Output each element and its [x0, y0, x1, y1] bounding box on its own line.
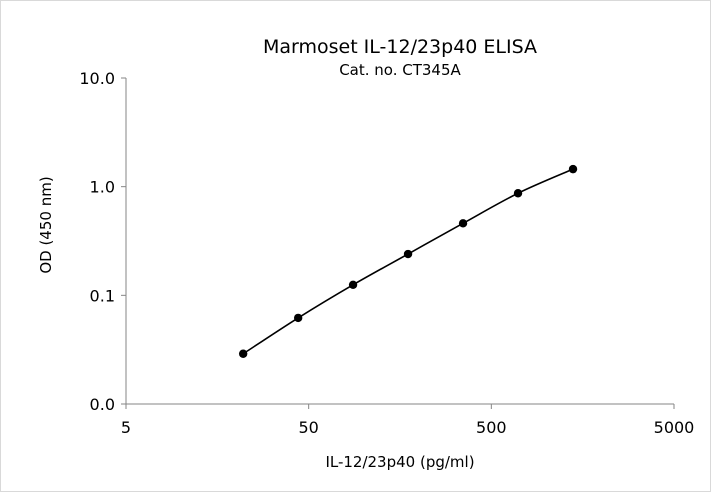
x-axis-label: IL-12/23p40 (pg/ml) — [325, 453, 474, 471]
data-point — [513, 189, 523, 198]
series-line — [242, 168, 574, 355]
x-tick-label: 5000 — [654, 418, 695, 437]
y-tick-label: 0.0 — [90, 395, 115, 414]
chart-subtitle: Cat. no. CT345A — [339, 61, 461, 79]
x-tick-label: 50 — [298, 418, 318, 437]
data-point — [238, 349, 248, 358]
y-axis-label: OD (450 nm) — [37, 176, 55, 273]
data-point — [458, 219, 468, 228]
y-tick-label: 0.1 — [90, 286, 115, 305]
data-point — [293, 313, 303, 323]
data-point — [403, 249, 413, 259]
series-group — [238, 164, 578, 358]
y-tick-label: 10.0 — [79, 69, 115, 88]
x-tick-label: 5 — [121, 418, 131, 437]
y-tick-label: 1.0 — [90, 178, 115, 197]
data-point — [568, 164, 578, 174]
x-tick-label: 500 — [476, 418, 507, 437]
chart-title: Marmoset IL-12/23p40 ELISA — [263, 36, 537, 58]
x-axis-ticks: 5 50 500 5000 — [121, 404, 694, 437]
y-axis-ticks: 0.0 0.1 1.0 10.0 — [79, 69, 126, 414]
data-point — [348, 280, 358, 290]
